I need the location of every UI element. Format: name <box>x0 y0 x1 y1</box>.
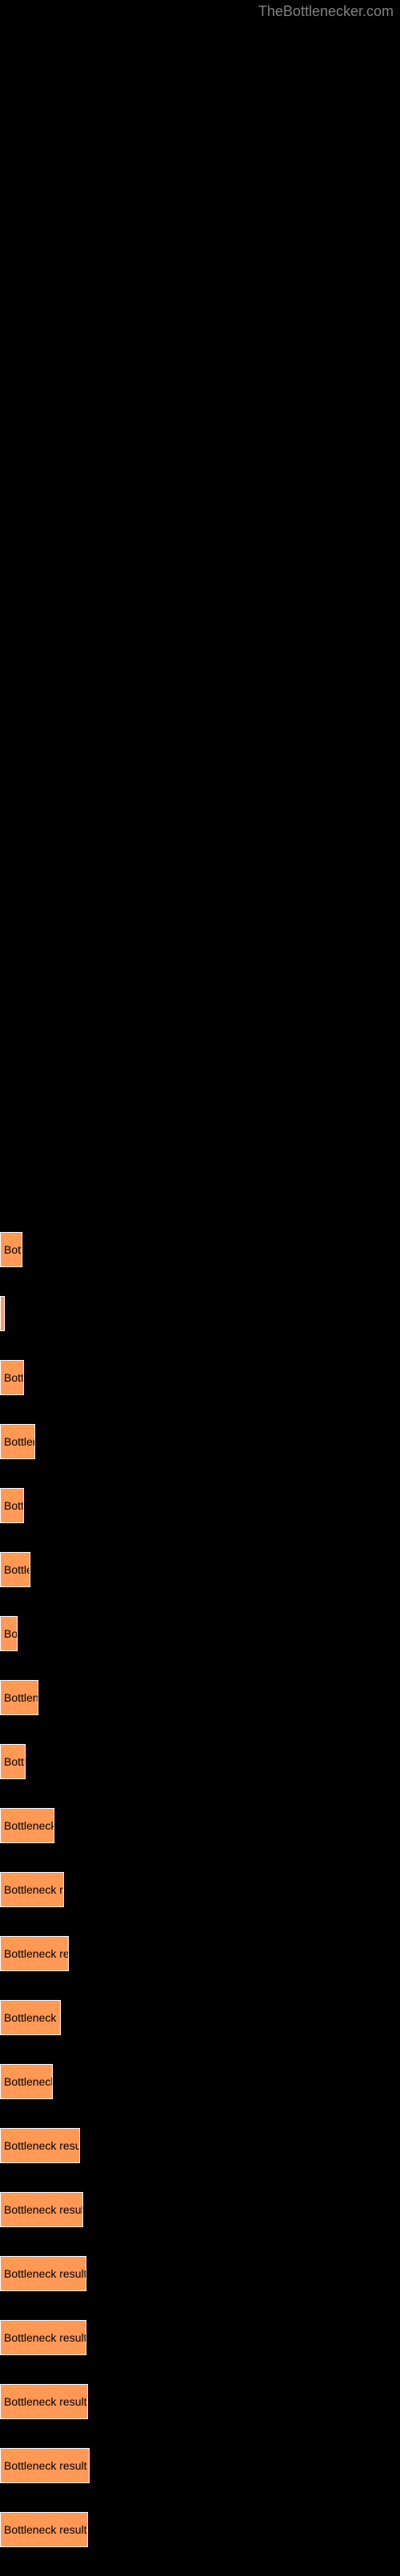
bar: Bottleneck result <box>0 2512 88 2547</box>
bar-label: Bottleneck result <box>4 2331 86 2344</box>
bar-label: Bottleneck result <box>4 1947 69 1960</box>
bar-row: Bottleneck result <box>0 1488 400 1523</box>
bar-row: Bottleneck result <box>0 1872 400 1907</box>
bar-label: Bottleneck result <box>4 2011 61 2024</box>
bar-label: Bottleneck result <box>4 1627 18 1640</box>
bar: Bottleneck result <box>0 1616 18 1651</box>
bar-label: Bottleneck result <box>4 1499 24 1512</box>
bar-row: Bottleneck result <box>0 2192 400 2227</box>
bar: Bottleneck result <box>0 1808 54 1843</box>
bar: Bottleneck result <box>0 2320 86 2355</box>
bar-row <box>0 1296 400 1331</box>
bar-row: Bottleneck result <box>0 1552 400 1587</box>
bar-row: Bottleneck result <box>0 2448 400 2483</box>
bar-label: Bottleneck result <box>4 2203 83 2216</box>
bar-row: Bottleneck result <box>0 1680 400 1715</box>
bar: Bottleneck result <box>0 2448 90 2483</box>
bar: Bottleneck result <box>0 2064 53 2099</box>
bar: Bottleneck result <box>0 1680 38 1715</box>
bar: Bottleneck result <box>0 2384 88 2419</box>
bar-row: Bottleneck result <box>0 1744 400 1779</box>
bar <box>0 1296 5 1331</box>
bar-label: Bottleneck result <box>4 1435 35 1448</box>
bar-label: Bottleneck result <box>4 1819 54 1832</box>
bar: Bottleneck result <box>0 1872 64 1907</box>
bar-label: Bottleneck result <box>4 1755 26 1768</box>
bar: Bottleneck result <box>0 2192 83 2227</box>
bar-row: Bottleneck result <box>0 1360 400 1395</box>
bar-label: Bottleneck result <box>4 1371 24 1384</box>
bar-row: Bottleneck result <box>0 1936 400 1971</box>
bar-row: Bottleneck result <box>0 1232 400 1267</box>
bar-chart: Bottleneck result Bottleneck result Bottle… <box>0 1232 400 2576</box>
bar-row: Bottleneck result <box>0 2000 400 2035</box>
bar-label: Bottleneck result <box>4 1883 64 1896</box>
bar: Bottleneck result <box>0 1232 22 1267</box>
bar-row: Bottleneck result <box>0 1808 400 1843</box>
bar-label: Bottleneck result <box>4 1563 30 1576</box>
bar-label: Bottleneck result <box>4 2395 87 2408</box>
bar: Bottleneck result <box>0 1552 30 1587</box>
bar-label: Bottleneck result <box>4 2523 87 2536</box>
bar: Bottleneck result <box>0 1360 24 1395</box>
bar-row: Bottleneck result <box>0 2256 400 2291</box>
bar-label: Bottleneck result <box>4 2075 53 2088</box>
bar-row: Bottleneck result <box>0 1616 400 1651</box>
bar-row: Bottleneck result <box>0 2064 400 2099</box>
bar-label: Bottleneck result <box>4 2267 86 2280</box>
bar-label: Bottleneck result <box>4 2459 87 2472</box>
bar-row: Bottleneck result <box>0 2512 400 2547</box>
bar: Bottleneck result <box>0 1424 35 1459</box>
bar: Bottleneck result <box>0 1488 24 1523</box>
bar: Bottleneck result <box>0 2000 61 2035</box>
bar-row: Bottleneck result <box>0 2384 400 2419</box>
bar-row: Bottleneck result <box>0 2128 400 2163</box>
bar: Bottleneck result <box>0 2256 86 2291</box>
bar: Bottleneck result <box>0 2128 80 2163</box>
bar-row: Bottleneck result <box>0 1424 400 1459</box>
bar-label: Bottleneck result <box>4 1243 22 1256</box>
bar-row: Bottleneck result <box>0 2320 400 2355</box>
watermark: TheBottlenecker.com <box>258 3 394 20</box>
bar-label: Bottleneck result <box>4 1691 38 1704</box>
bar-label: Bottleneck result <box>4 2139 80 2152</box>
bar: Bottleneck result <box>0 1744 26 1779</box>
bar: Bottleneck result <box>0 1936 69 1971</box>
